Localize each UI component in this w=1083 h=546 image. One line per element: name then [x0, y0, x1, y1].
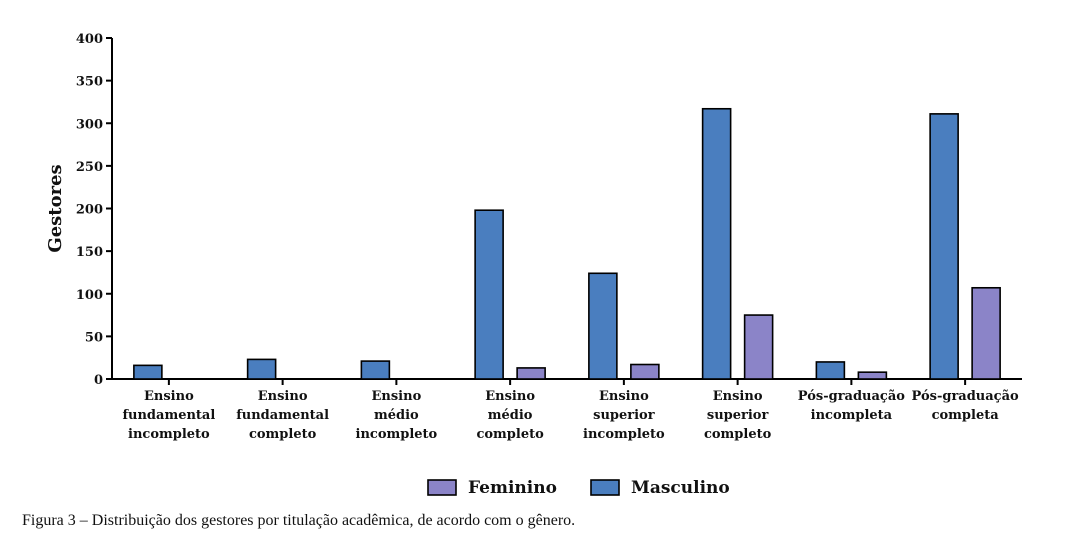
bar-masculino: [474, 209, 504, 380]
bar-masculino: [360, 360, 391, 380]
bar-feminino: [516, 367, 546, 380]
y-tick-label: 100: [76, 288, 103, 303]
y-tick-label: 350: [76, 75, 103, 90]
bar-masculino: [929, 113, 959, 380]
bar-feminino: [971, 286, 1001, 380]
x-tick-label: Pós-graduação incompleta: [798, 389, 905, 423]
y-tick-label: 250: [76, 160, 103, 175]
figure-caption: Figura 3 – Distribuição dos gestores por…: [22, 512, 576, 529]
y-tick-label: 150: [76, 245, 103, 260]
bar-chart: 0 50 100 150 200 250 300 350 400 Gestores Ensino fu…: [45, 32, 1022, 498]
x-tick-label: Ensino fundamental completo: [236, 389, 329, 442]
x-tick-label: Ensino fundamental incompleto: [122, 389, 215, 442]
bar-feminino: [630, 363, 660, 380]
y-tick-label: 200: [76, 203, 103, 218]
bar-masculino: [246, 358, 277, 380]
legend-swatch-feminino: [427, 479, 457, 496]
y-tick-label: 0: [94, 373, 103, 388]
bar-feminino: [743, 314, 774, 380]
y-tick-label: 400: [76, 32, 103, 47]
legend-swatch-masculino: [590, 479, 620, 496]
bar-masculino: [588, 272, 618, 380]
bar-feminino: [857, 371, 888, 380]
y-axis-label: Gestores: [45, 164, 66, 252]
legend-label-masculino: Masculino: [631, 478, 730, 498]
x-tick-label: Ensino superior incompleto: [583, 389, 665, 442]
bar-masculino: [815, 361, 846, 380]
y-tick-label: 50: [85, 330, 103, 345]
bar-masculino: [701, 107, 732, 380]
x-tick-label: Ensino superior completo: [704, 389, 772, 442]
legend-label-feminino: Feminino: [468, 478, 557, 498]
x-tick-label: Ensino médio completo: [476, 389, 544, 442]
x-tick-label: Pós-graduação completa: [912, 389, 1019, 423]
x-tick-label: Ensino médio incompleto: [356, 389, 438, 442]
y-tick-label: 300: [76, 117, 103, 132]
bar-masculino: [133, 364, 163, 380]
